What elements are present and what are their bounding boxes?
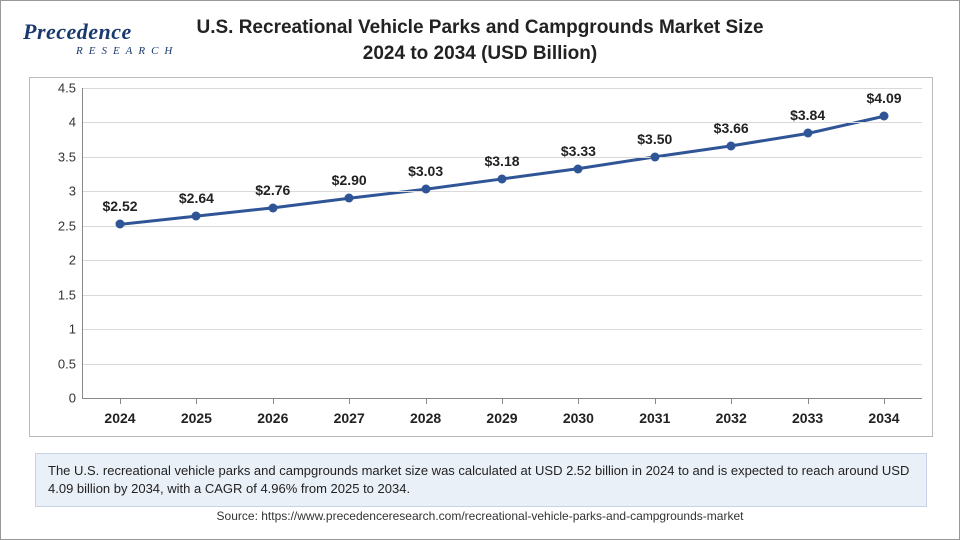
data-point: [574, 164, 583, 173]
x-tick-mark: [196, 398, 197, 404]
data-point: [268, 203, 277, 212]
data-label: $3.33: [561, 143, 596, 159]
x-axis-label: 2032: [716, 410, 747, 426]
summary-text: The U.S. recreational vehicle parks and …: [48, 463, 909, 496]
x-axis-label: 2031: [639, 410, 670, 426]
x-axis-label: 2025: [181, 410, 212, 426]
x-tick-mark: [655, 398, 656, 404]
y-axis-tick: 0.5: [58, 356, 76, 371]
x-axis-label: 2027: [334, 410, 365, 426]
data-point: [498, 174, 507, 183]
y-axis-tick: 0: [69, 391, 76, 406]
x-tick-mark: [578, 398, 579, 404]
data-point: [421, 185, 430, 194]
y-axis-tick: 2.5: [58, 218, 76, 233]
data-label: $3.18: [484, 153, 519, 169]
data-point: [116, 220, 125, 229]
x-tick-mark: [120, 398, 121, 404]
chart-title: U.S. Recreational Vehicle Parks and Camp…: [1, 15, 959, 66]
data-label: $2.76: [255, 182, 290, 198]
data-label: $3.66: [714, 120, 749, 136]
x-axis-label: 2029: [486, 410, 517, 426]
x-axis-label: 2030: [563, 410, 594, 426]
y-axis-tick: 3.5: [58, 149, 76, 164]
summary-box: The U.S. recreational vehicle parks and …: [35, 453, 927, 507]
data-label: $3.84: [790, 107, 825, 123]
x-axis-label: 2024: [104, 410, 135, 426]
x-tick-mark: [731, 398, 732, 404]
y-axis-tick: 4: [69, 115, 76, 130]
line-path-svg: [82, 88, 922, 398]
y-axis-tick: 3: [69, 184, 76, 199]
data-point: [192, 212, 201, 221]
grid-line: [82, 295, 922, 296]
data-label: $2.64: [179, 190, 214, 206]
x-tick-mark: [273, 398, 274, 404]
x-tick-mark: [808, 398, 809, 404]
data-point: [803, 129, 812, 138]
grid-line: [82, 260, 922, 261]
x-axis-label: 2033: [792, 410, 823, 426]
grid-line: [82, 329, 922, 330]
x-tick-mark: [349, 398, 350, 404]
x-tick-mark: [502, 398, 503, 404]
data-label: $3.50: [637, 131, 672, 147]
source-line: Source: https://www.precedenceresearch.c…: [1, 509, 959, 523]
y-axis-line: [82, 88, 83, 398]
grid-line: [82, 88, 922, 89]
data-point: [880, 112, 889, 121]
y-axis-tick: 4.5: [58, 81, 76, 96]
x-tick-mark: [884, 398, 885, 404]
y-axis-tick: 2: [69, 253, 76, 268]
data-label: $2.52: [102, 198, 137, 214]
y-axis-tick: 1: [69, 322, 76, 337]
data-label: $2.90: [332, 172, 367, 188]
x-tick-mark: [426, 398, 427, 404]
grid-line: [82, 226, 922, 227]
data-point: [727, 141, 736, 150]
chart-container: 0 0.5 1 1.5 2 2.5 3 3.5 4 4.5 2024 $2.52 2025 $2.64 20…: [29, 77, 933, 437]
x-axis-label: 2034: [868, 410, 899, 426]
plot-area: 00.511.522.533.544.52024$2.522025$2.6420…: [82, 88, 922, 398]
data-point: [345, 194, 354, 203]
data-point: [650, 152, 659, 161]
data-label: $3.03: [408, 163, 443, 179]
data-label: $4.09: [866, 90, 901, 106]
x-axis-label: 2026: [257, 410, 288, 426]
y-axis-tick: 1.5: [58, 287, 76, 302]
grid-line: [82, 364, 922, 365]
x-axis-label: 2028: [410, 410, 441, 426]
